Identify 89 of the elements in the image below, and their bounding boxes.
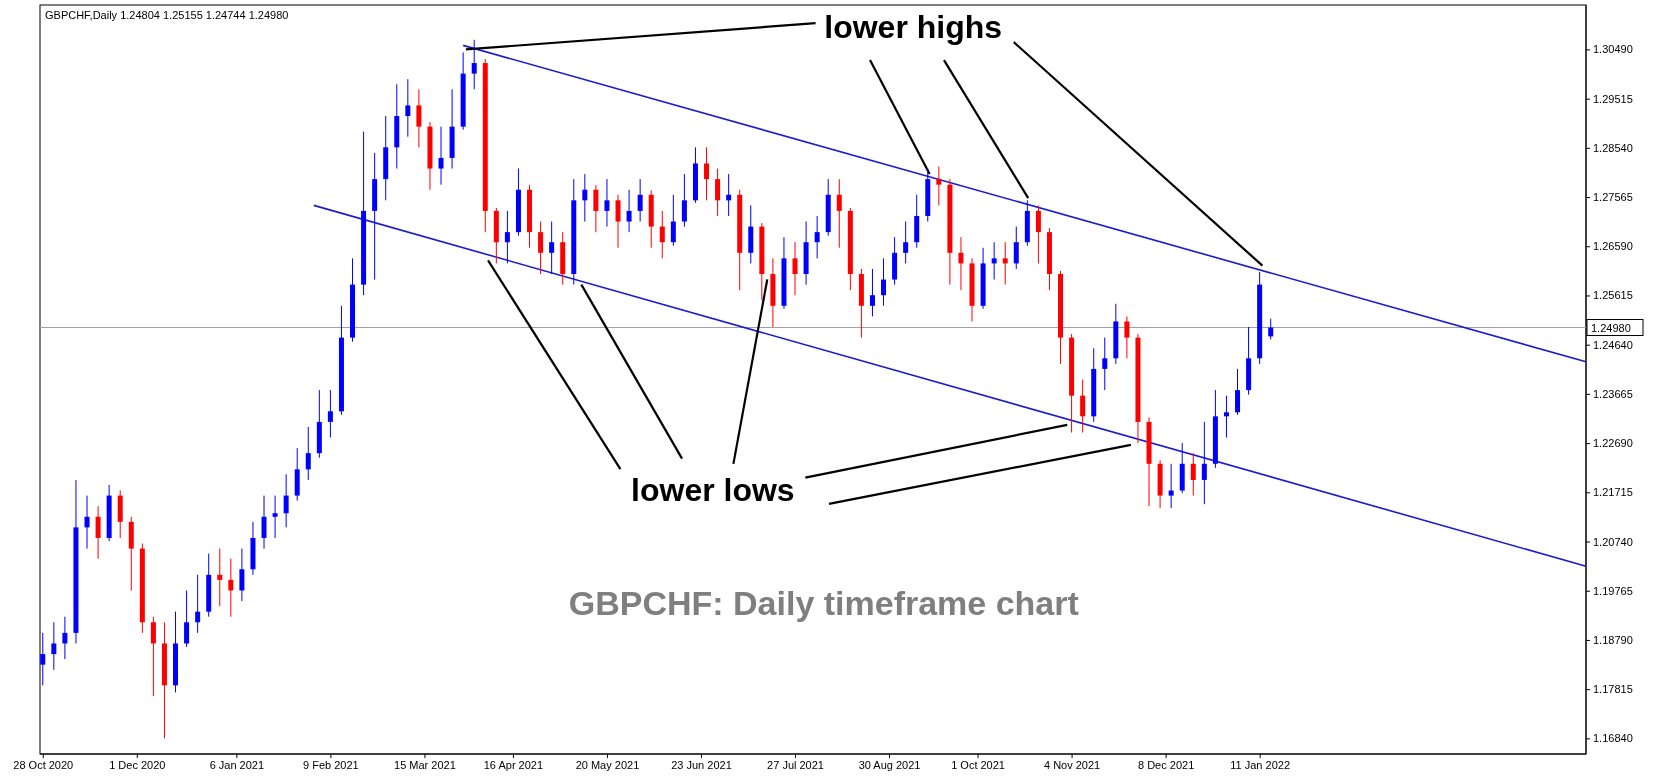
candlestick (1102, 337, 1108, 391)
candlestick (936, 166, 942, 206)
x-tick-label: 4 Nov 2021 (1043, 758, 1101, 771)
y-tick-label: 1.17815 (1593, 683, 1633, 696)
candlestick (637, 178, 643, 223)
y-tick-label: 1.18790 (1593, 633, 1633, 646)
ref-line-label: 1.24980 (1591, 321, 1631, 334)
candlestick (1002, 241, 1008, 286)
candlestick (217, 548, 223, 607)
candlestick (195, 574, 201, 634)
candlestick (615, 194, 621, 249)
candlestick (438, 126, 444, 186)
candlestick (261, 495, 267, 550)
candlestick (1223, 395, 1229, 439)
y-tick-label: 1.24640 (1593, 338, 1633, 351)
candlestick (1080, 379, 1086, 433)
candlestick (659, 210, 665, 259)
chart-title: GBPCHF,Daily 1.24804 1.25155 1.24744 1.24980 (45, 9, 289, 21)
candlestick (991, 241, 997, 281)
candlestick (1235, 368, 1241, 416)
candlestick (1013, 226, 1019, 270)
candlestick (184, 589, 190, 648)
candlestick (239, 548, 245, 602)
y-tick-label: 1.22690 (1593, 437, 1633, 450)
candlestick (62, 616, 68, 660)
x-tick-label: 27 Jul 2021 (767, 758, 824, 771)
candlestick (405, 78, 411, 138)
y-tick-label: 1.27565 (1593, 191, 1633, 204)
x-tick-label: 6 Jan 2021 (209, 758, 265, 771)
candlestick (471, 39, 477, 90)
candlestick (670, 194, 676, 247)
candlestick (1035, 204, 1041, 264)
x-tick-label: 28 Oct 2020 (13, 758, 74, 771)
x-tick-label: 20 May 2021 (575, 758, 640, 771)
y-tick-label: 1.20740 (1593, 535, 1633, 548)
candlestick (814, 215, 820, 259)
candlestick (626, 189, 632, 233)
candlestick (903, 221, 909, 264)
candlestick (283, 473, 289, 528)
y-tick-label: 1.29515 (1593, 92, 1633, 105)
candlestick (228, 558, 234, 618)
candlestick (715, 168, 721, 217)
y-tick-label: 1.23665 (1593, 387, 1633, 400)
candlestick (1168, 463, 1174, 509)
candlestick (549, 221, 555, 275)
annotation: lower highs (824, 8, 1003, 45)
candlestick (84, 495, 90, 550)
candlestick (416, 88, 422, 148)
candlestick (1201, 421, 1207, 505)
candlestick (504, 210, 510, 264)
annotation: lower lows (631, 472, 795, 509)
candlestick (150, 616, 156, 697)
candlestick (95, 505, 101, 560)
y-tick-label: 1.21715 (1593, 486, 1633, 499)
candlestick (836, 178, 842, 249)
candlestick (51, 621, 57, 671)
candlestick (1268, 318, 1274, 340)
y-tick-label: 1.25615 (1593, 289, 1633, 302)
candlestick (681, 173, 687, 228)
y-tick-label: 1.16840 (1593, 732, 1633, 745)
candlestick (1190, 452, 1196, 497)
candlestick (272, 495, 278, 539)
candlestick (704, 146, 710, 201)
candlestick (582, 173, 588, 223)
candlestick (881, 257, 887, 307)
x-tick-label: 1 Dec 2020 (109, 758, 166, 771)
candlestick (538, 221, 544, 275)
x-tick-label: 9 Feb 2021 (303, 758, 359, 771)
x-tick-label: 23 Jun 2021 (671, 758, 732, 771)
x-tick-label: 11 Jan 2022 (1230, 758, 1291, 771)
candlestick (792, 241, 798, 296)
annotation: GBPCHF: Daily timeframe chart (568, 583, 1079, 622)
candlestick (40, 632, 46, 686)
candlestick (869, 268, 875, 317)
candlestick (305, 426, 311, 481)
x-tick-label: 15 Mar 2021 (394, 758, 456, 771)
y-tick-label: 1.19765 (1593, 584, 1633, 597)
x-tick-label: 16 Apr 2021 (483, 758, 544, 771)
candlestick (593, 184, 599, 233)
candlestick (958, 236, 964, 291)
x-tick-label: 1 Oct 2021 (951, 758, 1005, 771)
y-tick-label: 1.30490 (1593, 43, 1633, 56)
y-tick-label: 1.26590 (1593, 240, 1633, 253)
x-tick-label: 30 Aug 2021 (858, 758, 921, 771)
candlestick (1124, 315, 1130, 359)
candlestick (327, 389, 333, 439)
x-tick-label: 8 Dec 2021 (1137, 758, 1195, 771)
candlestick (604, 178, 610, 228)
y-tick-label: 1.28540 (1593, 141, 1633, 154)
